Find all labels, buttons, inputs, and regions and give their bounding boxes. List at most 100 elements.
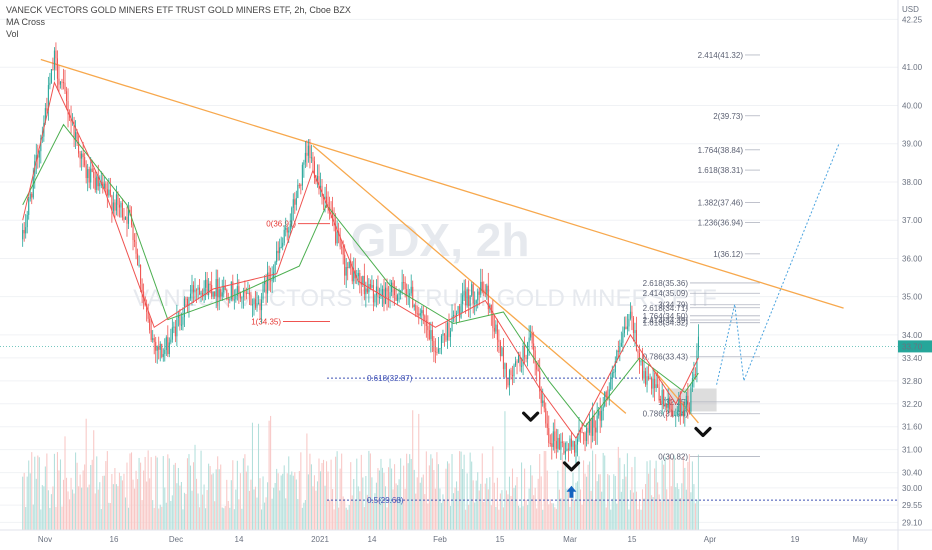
volume-bar: [64, 436, 66, 530]
volume-bar: [685, 489, 687, 530]
volume-bar: [61, 506, 63, 530]
candle-body: [604, 391, 606, 407]
volume-bar: [265, 497, 267, 530]
candle-body: [121, 202, 123, 218]
volume-bar: [174, 462, 176, 530]
candle-body: [557, 437, 559, 449]
volume-bar: [291, 471, 293, 530]
candle-body: [32, 176, 34, 198]
volume-bar: [188, 454, 190, 530]
x-tick-label: 19: [791, 535, 800, 544]
volume-bar: [442, 494, 444, 530]
candle-body: [127, 210, 130, 224]
volume-bar: [567, 488, 569, 530]
candle-body: [123, 217, 125, 220]
volume-bar: [23, 472, 25, 530]
candle-body: [498, 339, 500, 343]
volume-bar: [129, 453, 131, 530]
volume-bar: [468, 504, 470, 530]
fib-right-label: 2.414(41.32): [698, 51, 744, 60]
indicator-ma-cross[interactable]: MA Cross: [6, 17, 46, 27]
volume-bar: [484, 483, 486, 530]
volume-bar: [527, 505, 529, 530]
candle-body: [651, 377, 653, 389]
volume-bar: [620, 491, 622, 530]
volume-bar: [356, 458, 358, 530]
candle-body: [265, 281, 267, 294]
fib-right-label: 1.618(38.31): [698, 166, 744, 175]
volume-bar: [91, 459, 93, 530]
candle-body: [469, 295, 471, 306]
candle-body: [635, 330, 637, 351]
chevron-down-icon: [522, 411, 540, 422]
candle-body: [670, 409, 672, 411]
volume-bar: [277, 473, 279, 530]
volume-bar: [69, 499, 71, 530]
candle-body: [507, 378, 509, 386]
candle-body: [552, 431, 554, 447]
volume-bar: [581, 504, 583, 530]
volume-bar: [41, 485, 43, 530]
candle-body: [419, 313, 421, 316]
volume-bar: [572, 472, 574, 530]
volume-bar: [608, 475, 610, 530]
candle-body: [528, 337, 530, 343]
candle-body: [658, 387, 660, 401]
volume-bar: [106, 451, 108, 530]
candle-body: [440, 335, 442, 349]
candle-body: [220, 289, 222, 297]
volume-bar: [465, 509, 467, 530]
volume-bar: [304, 500, 306, 530]
volume-bar: [183, 492, 185, 530]
candle-body: [442, 333, 444, 336]
volume-bar: [490, 505, 492, 530]
volume-bar: [319, 471, 322, 530]
volume-bar: [327, 471, 329, 530]
volume-bar: [46, 453, 48, 530]
candle-body: [117, 194, 119, 205]
candle-body: [595, 427, 597, 433]
y-tick-label: 34.00: [902, 331, 923, 340]
volume-bar: [380, 458, 382, 530]
volume-bar: [81, 487, 83, 530]
volume-bar: [410, 458, 412, 530]
volume-bar: [333, 509, 335, 530]
volume-bar: [366, 494, 368, 530]
candle-body: [570, 438, 572, 447]
candle-body: [135, 241, 137, 254]
candle-body: [449, 331, 452, 338]
candle-body: [350, 261, 352, 269]
volume-bar: [445, 468, 447, 530]
candle-body: [209, 283, 211, 285]
candle-body: [628, 318, 630, 327]
candle-body: [617, 350, 619, 353]
candle-body: [93, 171, 95, 178]
volume-bar: [693, 484, 695, 530]
volume-bar: [199, 507, 201, 530]
volume-bar: [537, 478, 539, 530]
volume-bar: [350, 462, 352, 530]
y-tick-label: 29.55: [902, 501, 923, 510]
volume-bar: [279, 490, 281, 530]
indicator-volume[interactable]: Vol: [6, 29, 19, 39]
candle-body: [474, 303, 476, 305]
candle-body: [140, 264, 142, 284]
candle-body: [366, 288, 368, 293]
candle-body: [693, 374, 695, 379]
fib-right-label: 1.236(36.94): [698, 218, 744, 227]
volume-bar: [511, 468, 514, 530]
volume-bar: [322, 459, 325, 530]
x-tick-label: Dec: [169, 535, 183, 544]
volume-bar: [498, 509, 500, 530]
candle-body: [303, 162, 305, 165]
volume-bar: [289, 474, 291, 530]
volume-bar: [164, 487, 166, 530]
candle-body: [214, 291, 216, 297]
candle-body: [573, 441, 576, 453]
candle-body: [418, 313, 420, 316]
candle-body: [242, 290, 244, 298]
volume-bar: [312, 486, 314, 530]
volume-bar: [177, 467, 179, 530]
candle-body: [174, 326, 176, 337]
